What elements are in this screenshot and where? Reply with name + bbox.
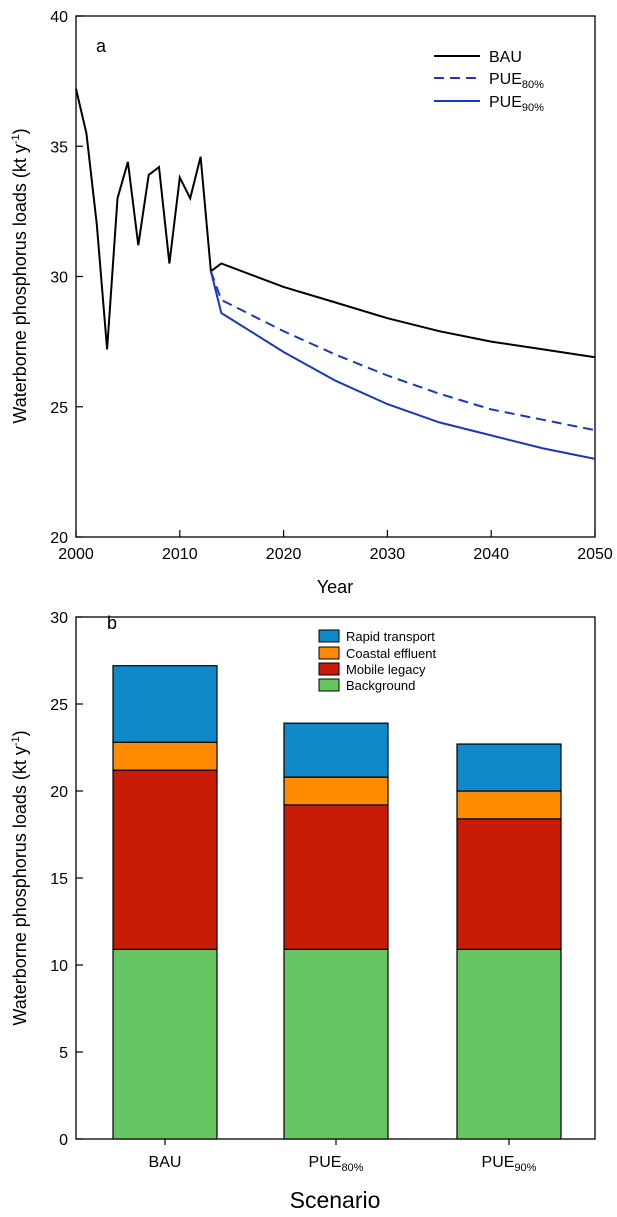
bar-segment-background [456,948,562,1140]
y-tick-label-a: 25 [50,400,68,417]
bar-segment-mobile-legacy [283,804,389,950]
y-tick-label-b: 0 [59,1132,68,1149]
bar-segment-coastal-effluent [456,790,562,820]
bar-segment-background [112,948,218,1140]
bar-segment-mobile-legacy [112,769,218,950]
panel-label-a: a [96,36,107,56]
legend-label-a: PUE80% [489,71,544,91]
series-line-pue80 [209,270,596,432]
series-line-bau [75,88,596,359]
x-tick-label-a: 2030 [370,546,406,563]
y-tick-label-b: 25 [50,697,68,714]
panel-label-b: b [107,613,117,633]
legend-swatch-b [318,678,340,692]
y-axis-a: 20 25 30 35 40 [50,9,83,547]
bar-segment-mobile-legacy [456,818,562,950]
bar-chart-panel-b: b 0 5 10 15 20 25 30 BAU PUE80% PUE90% Rapid tra… [10,610,596,1213]
legend-label-a: BAU [489,49,522,66]
x-axis-title-a: Year [317,577,353,597]
y-tick-label-a: 40 [50,9,68,26]
bar-segment-rapid-transport [456,743,562,792]
x-tick-label-a: 2050 [577,546,613,563]
x-tick-label-b: PUE90% [482,1154,537,1174]
legend-swatch-b [318,646,340,660]
y-axis-title-b: Waterborne phosphorus loads (kt y-1) [10,730,30,1025]
legend-label-a: PUE90% [489,94,544,114]
series-group-a [75,88,596,460]
x-axis-title-b: Scenario [290,1187,381,1213]
y-tick-label-b: 30 [50,610,68,627]
legend-label-b: Coastal effluent [346,646,436,661]
x-tick-label-a: 2010 [162,546,198,563]
y-tick-label-b: 15 [50,871,68,888]
legend-label-b: Background [346,678,415,693]
legend-swatch-b [318,662,340,676]
y-axis-b: 0 5 10 15 20 25 30 [50,610,83,1149]
x-tick-label-a: 2020 [266,546,302,563]
bar-segment-rapid-transport [283,722,389,778]
legend-label-b: Mobile legacy [346,662,426,677]
y-tick-label-b: 10 [50,958,68,975]
bar-segment-coastal-effluent [283,776,389,806]
y-tick-label-a: 20 [50,530,68,547]
y-tick-label-a: 35 [50,139,68,156]
bar-segment-background [283,948,389,1140]
x-tick-label-a: 2040 [473,546,509,563]
series-line-pue90 [209,271,596,460]
bars-group-b [112,665,562,1140]
bar-segment-rapid-transport [112,665,218,743]
legend-swatch-b [318,629,340,643]
bar-segment-coastal-effluent [112,741,218,771]
x-tick-label-a: 2000 [58,546,94,563]
legend-label-b: Rapid transport [346,629,435,644]
y-tick-label-b: 5 [59,1045,68,1062]
x-tick-label-b: PUE80% [309,1154,364,1174]
y-axis-title-a: Waterborne phosphorus loads (kt y-1) [10,128,30,423]
legend-a: BAU PUE80% PUE90% [434,49,544,114]
line-chart-panel-a: a 20 25 30 35 40 2000 2010 2020 2030 2040 2050 BA… [10,9,613,597]
y-tick-label-b: 20 [50,784,68,801]
x-axis-b: BAU PUE80% PUE90% [149,1139,537,1174]
x-tick-label-b: BAU [149,1154,182,1171]
y-tick-label-a: 30 [50,270,68,287]
x-axis-a: 2000 2010 2020 2030 2040 2050 [58,530,613,563]
